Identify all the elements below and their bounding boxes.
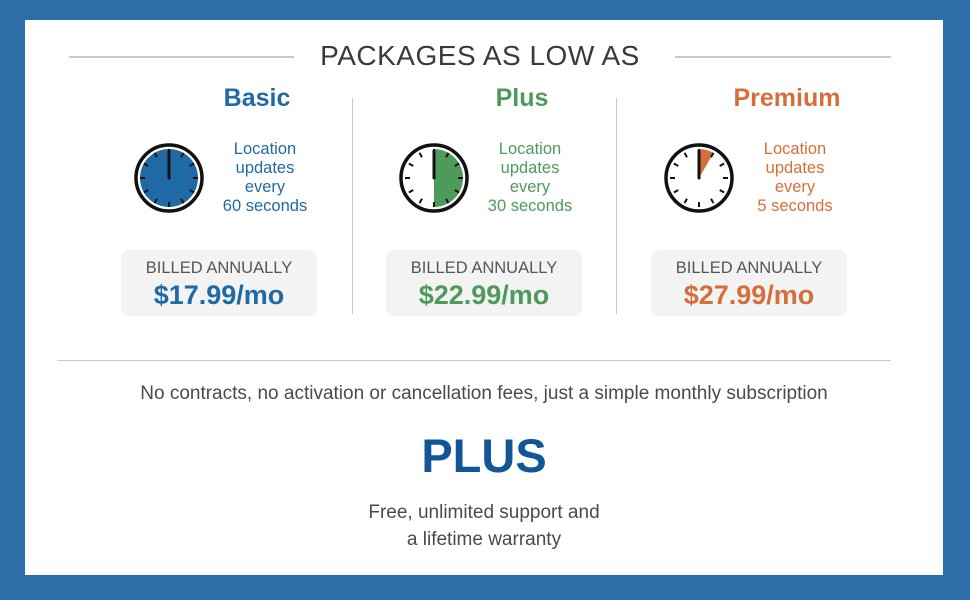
packages-header: PACKAGES AS LOW AS [69, 40, 891, 74]
price: $22.99/mo [418, 280, 550, 310]
no-contracts-note: No contracts, no activation or cancellat… [140, 383, 828, 404]
interval-wedge [434, 149, 463, 207]
clock-tick [418, 198, 423, 204]
price: $27.99/mo [683, 280, 815, 310]
clock-tick [180, 152, 185, 158]
section-divider [57, 360, 891, 361]
clock-tick [683, 152, 688, 158]
billed-annually-label: BILLED ANNUALLY [675, 259, 823, 277]
clock-tick [143, 162, 149, 167]
clock-tick [408, 162, 414, 167]
update-frequency: Location updates every 30 seconds [468, 140, 592, 216]
update-line: updates [235, 159, 295, 177]
clock-tick [445, 152, 450, 158]
clock-tick [180, 198, 185, 204]
clock-tick [189, 189, 195, 194]
support-warranty-note: Free, unlimited support and a lifetime w… [25, 499, 943, 553]
billing-box: BILLED ANNUALLY $27.99/mo [651, 250, 847, 316]
clock-tick [683, 198, 688, 204]
billed-annually-label: BILLED ANNUALLY [145, 259, 293, 277]
clock-icon [664, 143, 734, 213]
clock-icon [134, 143, 204, 213]
clock-tick [673, 162, 679, 167]
price: $17.99/mo [153, 280, 285, 310]
clock-tick [454, 162, 460, 167]
clock-tick [153, 152, 158, 158]
clock-tick [673, 189, 679, 194]
clock-tick [143, 189, 149, 194]
bonus-line: a lifetime warranty [406, 529, 562, 550]
plan-name: Basic [223, 84, 291, 112]
update-frequency: Location updates every 5 seconds [733, 140, 857, 216]
update-line: Location [763, 140, 827, 158]
clock-tick [719, 162, 725, 167]
clock-tick [153, 198, 158, 204]
clock-tick [418, 152, 423, 158]
clock-tick [454, 189, 460, 194]
clock-tick [719, 189, 725, 194]
update-line: Location [498, 140, 562, 158]
update-line: every [244, 178, 286, 196]
plan-name: Premium [733, 84, 841, 112]
update-line: updates [765, 159, 825, 177]
plan-premium: Premium Location updates every 5 seconds… [651, 84, 919, 324]
clock-tick [710, 198, 715, 204]
update-line: 60 seconds [222, 197, 308, 215]
update-line: Location [233, 140, 297, 158]
clock-tick [710, 152, 715, 158]
heading-rule-right [675, 56, 891, 58]
clock-tick [445, 198, 450, 204]
update-line: 30 seconds [487, 197, 573, 215]
plan-name: Plus [495, 84, 549, 112]
clock-icon [399, 143, 469, 213]
bonus-line: Free, unlimited support and [368, 502, 600, 523]
interval-wedge [699, 149, 714, 178]
update-line: 5 seconds [757, 197, 833, 215]
billed-annually-label: BILLED ANNUALLY [410, 259, 558, 277]
heading-rule-left [69, 56, 294, 58]
plus-heading: PLUS [421, 429, 547, 482]
update-line: every [509, 178, 551, 196]
pricing-card: PACKAGES AS LOW AS Basic Location update… [25, 20, 943, 575]
update-frequency: Location updates every 60 seconds [203, 140, 327, 216]
update-line: updates [500, 159, 560, 177]
plan-divider [616, 98, 617, 314]
update-line: every [774, 178, 816, 196]
billing-box: BILLED ANNUALLY $22.99/mo [386, 250, 582, 316]
plan-plus: Plus Location updates every 30 seconds B… [386, 84, 654, 324]
clock-tick [408, 189, 414, 194]
billing-box: BILLED ANNUALLY $17.99/mo [121, 250, 317, 316]
clock-tick [189, 162, 195, 167]
plan-divider [352, 98, 353, 314]
packages-heading: PACKAGES AS LOW AS [320, 40, 640, 71]
plan-basic: Basic Location updates every 60 seconds … [121, 84, 389, 324]
